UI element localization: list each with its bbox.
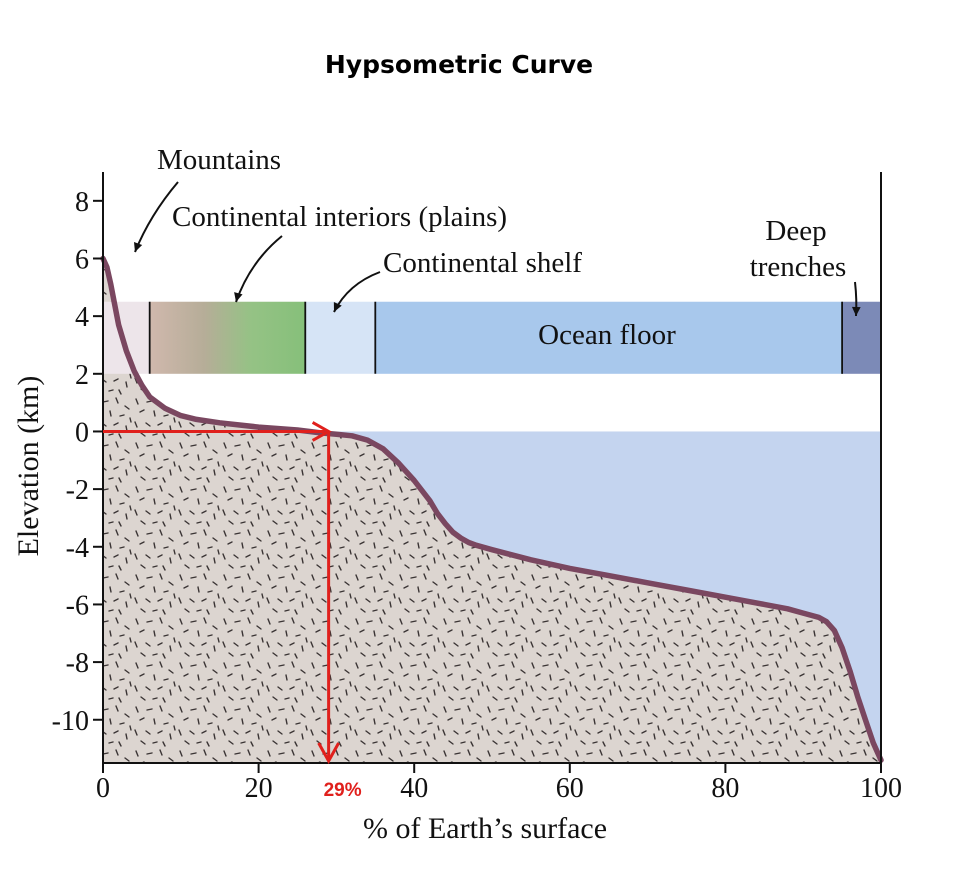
annotation-deep: Deep [765, 215, 826, 247]
hypsometric-curve [100, 255, 884, 763]
arrow-plains-line [235, 235, 283, 303]
y-tick-label: -4 [66, 533, 89, 564]
y-tick-label: -2 [66, 475, 89, 506]
zone-continental-interiors-plains [149, 301, 306, 374]
x-tick-label: 40 [400, 773, 428, 804]
marker-label: 29% [324, 780, 362, 801]
arrow-trenches-head [851, 306, 861, 316]
x-tick-label: 0 [96, 773, 110, 804]
y-tick-label: 6 [75, 244, 89, 275]
y-tick-label: 0 [75, 417, 89, 448]
x-axis-label: % of Earth’s surface [363, 812, 607, 845]
x-tick-label: 60 [556, 773, 584, 804]
annotations: Mountains Continental interiors (plains)… [133, 144, 861, 351]
annotation-mountains: Mountains [157, 144, 281, 176]
marker-layer: 29% [103, 421, 362, 801]
y-tick-label: 4 [75, 302, 89, 333]
y-tick-label: -6 [66, 590, 89, 621]
marker-right-arrowhead [311, 421, 332, 442]
plot-background [103, 258, 881, 763]
zone-ocean-floor [375, 301, 843, 374]
arrow-mountains-head [133, 242, 143, 252]
x-tick-label: 80 [711, 773, 739, 804]
y-tick-label: -10 [52, 706, 89, 737]
page-title: Hypsometric Curve [324, 50, 594, 79]
annotation-continental-shelf: Continental shelf [383, 247, 582, 279]
hypsometric-curve-layer [100, 255, 884, 763]
annotation-continental-interiors: Continental interiors (plains) [172, 201, 507, 233]
y-tick-label: 8 [75, 187, 89, 218]
land-speckle-area [103, 258, 881, 763]
zone-mountains [103, 301, 150, 374]
y-tick-label: -8 [66, 648, 89, 679]
zone-deep-trenches [842, 301, 881, 374]
y-axis-label: Elevation (km) [12, 376, 45, 557]
x-tick-label: 20 [245, 773, 273, 804]
arrow-plains-head [234, 292, 243, 302]
annotation-trenches: trenches [750, 251, 847, 283]
marker-down-arrowhead [317, 742, 340, 765]
annotation-ocean-floor: Ocean floor [538, 319, 676, 351]
x-tick-label: 100 [860, 773, 902, 804]
y-tick-label: 2 [75, 360, 89, 391]
zone-continental-shelf [305, 301, 376, 374]
arrow-shelf-head [333, 302, 342, 312]
zone-band [103, 301, 881, 374]
